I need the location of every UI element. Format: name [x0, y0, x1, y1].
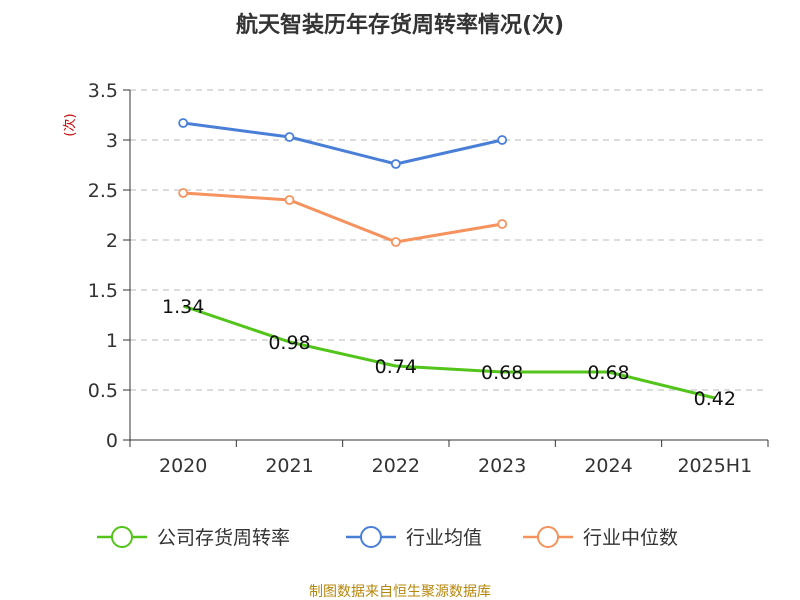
y-axis-label: (次)	[62, 113, 78, 136]
data-label: 0.68	[481, 362, 523, 384]
data-label: 0.68	[587, 362, 629, 384]
data-point	[390, 237, 401, 247]
legend-label: 公司存货周转率	[157, 527, 290, 549]
y-tick-label: 0.5	[88, 380, 118, 402]
y-tick-label: 1.5	[88, 280, 118, 302]
x-tick-label: 2024	[584, 455, 632, 477]
x-tick-label: 2025H1	[677, 455, 752, 477]
series-0	[182, 304, 716, 400]
series-group	[178, 118, 716, 400]
data-point	[178, 188, 189, 198]
legend-item-0[interactable]: 公司存货周转率	[97, 526, 290, 549]
grid-lines	[130, 89, 768, 391]
x-tick-label: 2021	[265, 455, 313, 477]
legend[interactable]: 公司存货周转率 行业均值 行业中位数	[97, 526, 678, 549]
legend-marker-icon	[537, 526, 559, 548]
data-label: 1.34	[162, 296, 204, 318]
chart-title: 航天智装历年存货周转率情况(次)	[236, 12, 564, 38]
y-tick-label: 3.5	[88, 80, 118, 102]
series-line	[182, 121, 503, 166]
y-tick-label: 2.5	[88, 180, 118, 202]
data-point	[497, 135, 508, 145]
x-tick-label: 2022	[372, 455, 420, 477]
legend-label: 行业均值	[406, 527, 482, 549]
legend-label: 行业中位数	[583, 527, 678, 549]
series-line	[182, 304, 716, 400]
data-label: 0.42	[694, 388, 736, 410]
series-line	[183, 191, 503, 244]
data-labels: 1.34 0.98 0.74 0.68 0.68 0.42	[162, 296, 736, 410]
data-point	[284, 132, 295, 142]
x-tick-label: 2023	[478, 455, 526, 477]
y-tick-label: 3	[106, 130, 118, 152]
y-tick-label: 1	[106, 330, 118, 352]
y-tick-label: 2	[106, 230, 118, 252]
data-point	[497, 219, 508, 229]
data-label: 0.98	[268, 332, 310, 354]
data-point	[178, 118, 189, 128]
axes: 0 0.5 1 1.5 2 2.5 3 3.5 2020 2021 2022 2023 2024 2025…	[88, 80, 769, 477]
source-note: 制图数据来自恒生聚源数据库	[309, 584, 491, 600]
legend-marker-icon	[111, 526, 133, 548]
legend-item-2[interactable]: 行业中位数	[523, 526, 678, 549]
y-tick-label: 0	[106, 430, 118, 452]
legend-marker-icon	[360, 526, 382, 548]
series-2	[178, 188, 508, 247]
data-label: 0.74	[375, 356, 417, 378]
x-tick-label: 2020	[159, 455, 207, 477]
data-point	[390, 159, 401, 169]
data-point	[284, 195, 295, 205]
legend-item-1[interactable]: 行业均值	[346, 526, 482, 549]
series-1	[178, 118, 508, 169]
